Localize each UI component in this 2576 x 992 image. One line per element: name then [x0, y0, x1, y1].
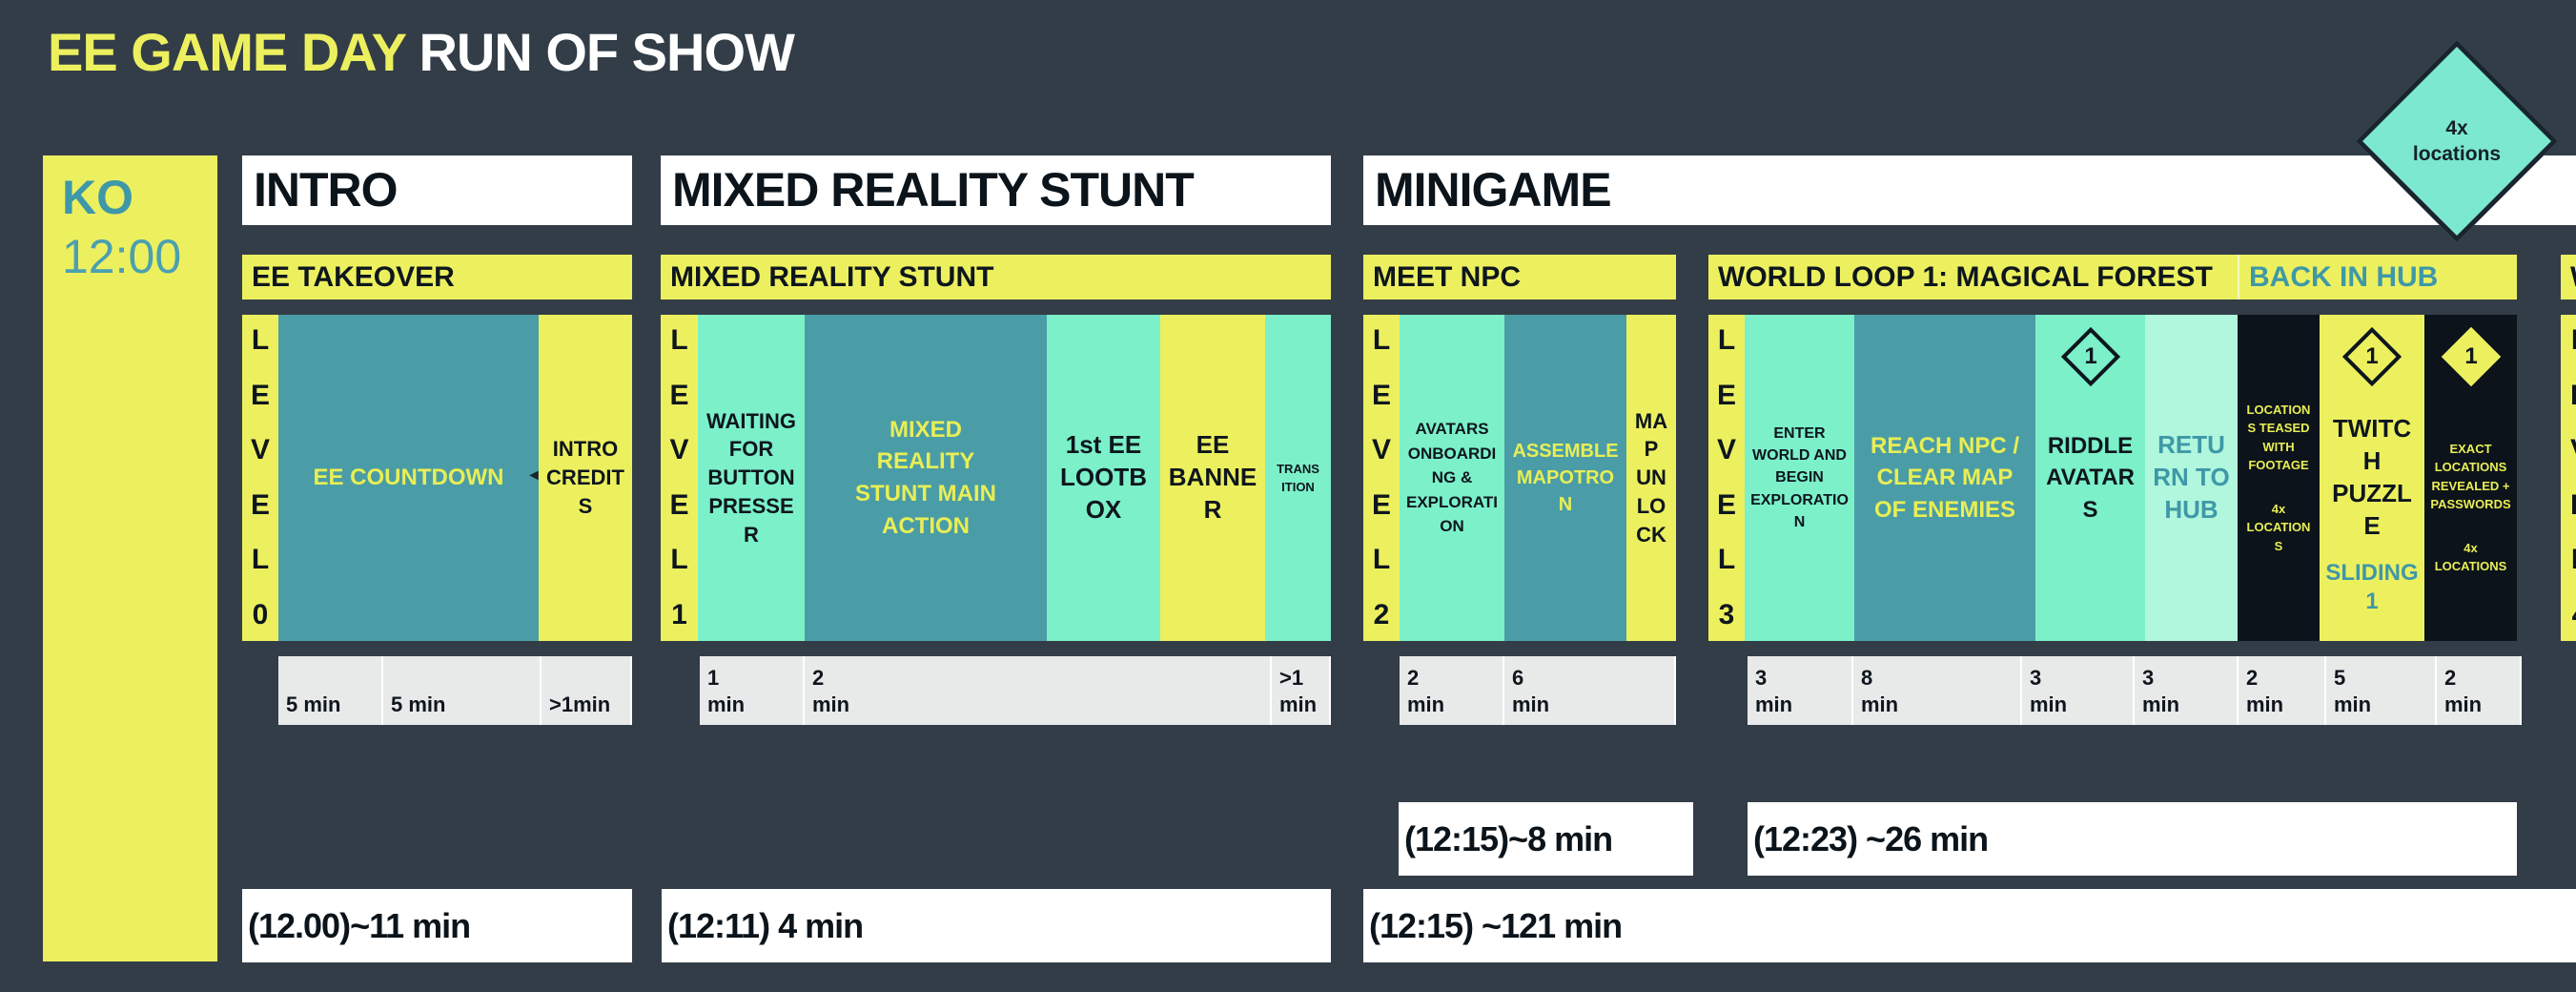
subheader-mixed-reality-stunt[interactable]: MIXED REALITY STUNT [661, 255, 1331, 300]
subheader-ee-takeover[interactable]: EE TAKEOVER [242, 255, 632, 300]
time-cell: 5 min [383, 656, 542, 725]
block-assemble-mapotron[interactable]: ASSEMBLE MAPOTRON [1504, 315, 1626, 641]
subheader-meet-npc[interactable]: MEET NPC [1363, 255, 1676, 300]
block-1st-ee-lootbox[interactable]: 1st EE LOOTBOX [1047, 315, 1160, 641]
block-waiting-for-button-presser[interactable]: WAITING FOR BUTTON PRESSER [698, 315, 805, 641]
time-cell: >1 min [1272, 656, 1331, 725]
block-intro-credits[interactable]: INTRO CREDITS [539, 315, 632, 641]
total-meet-npc[interactable]: (12:15)~8 min [1399, 802, 1693, 876]
locations-diamond-label: 4x locations [2412, 116, 2502, 165]
block-locations-teased[interactable]: LOCATIONS TEASED WITH FOOTAGE 4x LOCATIO… [2238, 315, 2320, 641]
time-cell: 6 min [1504, 656, 1676, 725]
time-cell: 2 min [2437, 656, 2522, 725]
block-return-to-hub[interactable]: RETURN TO HUB [2145, 315, 2238, 641]
block-mrs-main-action[interactable]: MIXED REALITY STUNT MAIN ACTION [805, 315, 1047, 641]
time-cell: 1 min [700, 656, 805, 725]
exact-locations-subtitle: 4x LOCATIONS [2434, 540, 2507, 574]
block-map-unlock[interactable]: MAP UNLOCK [1626, 315, 1676, 641]
block-transition[interactable]: TRANSITION [1265, 315, 1331, 641]
block-twitch-puzzle[interactable]: 1 TWITCH PUZZLE SLIDING 1 [2320, 315, 2424, 641]
block-ee-banner[interactable]: EE BANNER [1160, 315, 1265, 641]
time-cell: 3 min [2135, 656, 2239, 725]
block-enter-world[interactable]: ENTER WORLD AND BEGIN EXPLORATION [1745, 315, 1854, 641]
time-cell: 8 min [1853, 656, 2022, 725]
time-cell: 2 min [805, 656, 1272, 725]
total-minigame[interactable]: (12:15) ~121 min [1363, 889, 2576, 962]
ko-column[interactable]: KO 12:00 [43, 155, 217, 961]
total-mixed-reality-stunt[interactable]: (12:11) 4 min [662, 889, 1331, 962]
ko-label: KO [62, 171, 133, 224]
time-cell: 5 min [2326, 656, 2437, 725]
milestone-diamond-icon: 1 [2060, 326, 2120, 387]
mouse-cursor-icon: ◄ [526, 467, 542, 484]
block-reach-npc[interactable]: REACH NPC / CLEAR MAP OF ENEMIES [1854, 315, 2035, 641]
total-intro[interactable]: (12.00)~11 min [242, 889, 632, 962]
block-exact-locations[interactable]: 1 EXACT LOCATIONS REVEALED + PASSWORDS 4… [2424, 315, 2517, 641]
total-world-loop-1[interactable]: (12:23) ~26 min [1748, 802, 2517, 876]
time-cell: 2 min [2239, 656, 2326, 725]
page-title-rest: RUN OF SHOW [404, 22, 794, 82]
section-header-mixed-reality-stunt[interactable]: MIXED REALITY STUNT [661, 155, 1331, 225]
page-title-highlight: EE GAME DAY [48, 22, 406, 82]
block-avatars-onboarding[interactable]: AVATARS ONBOARDING & EXPLORATION [1400, 315, 1504, 641]
time-cell: 2 min [1400, 656, 1504, 725]
page-title: EE GAME DAY RUN OF SHOW [48, 21, 795, 83]
locations-teased-subtitle: 4x LOCATIONS [2246, 501, 2311, 553]
time-cell: >1min [542, 656, 632, 725]
subheader-world-loop-1[interactable]: WORLD LOOP 1: MAGICAL FOREST [1718, 261, 2213, 293]
twitch-puzzle-subtitle: SLIDING 1 [2325, 560, 2419, 614]
block-ee-countdown[interactable]: EE COUNTDOWN [278, 315, 539, 641]
milestone-diamond-icon: 1 [2441, 326, 2501, 387]
subheader-back-in-hub[interactable]: BACK IN HUB [2238, 255, 2517, 300]
level-column-next-partial[interactable]: LEVEL4 [2561, 315, 2576, 641]
milestone-diamond-icon: 1 [2341, 326, 2402, 387]
ko-time: 12:00 [62, 229, 182, 283]
time-cell: 3 min [2022, 656, 2135, 725]
time-cell: 3 min [1748, 656, 1853, 725]
subheader-world-loop-bar[interactable]: WORLD LOOP 1: MAGICAL FOREST BACK IN HUB [1708, 255, 2517, 300]
block-riddle-avatars[interactable]: 1 RIDDLE AVATARS [2035, 315, 2145, 641]
subheader-next-section-partial[interactable]: W [2561, 255, 2576, 300]
time-cell: 5 min [278, 656, 383, 725]
section-header-minigame[interactable]: MINIGAME [1363, 155, 2576, 225]
section-header-intro[interactable]: INTRO [242, 155, 632, 225]
